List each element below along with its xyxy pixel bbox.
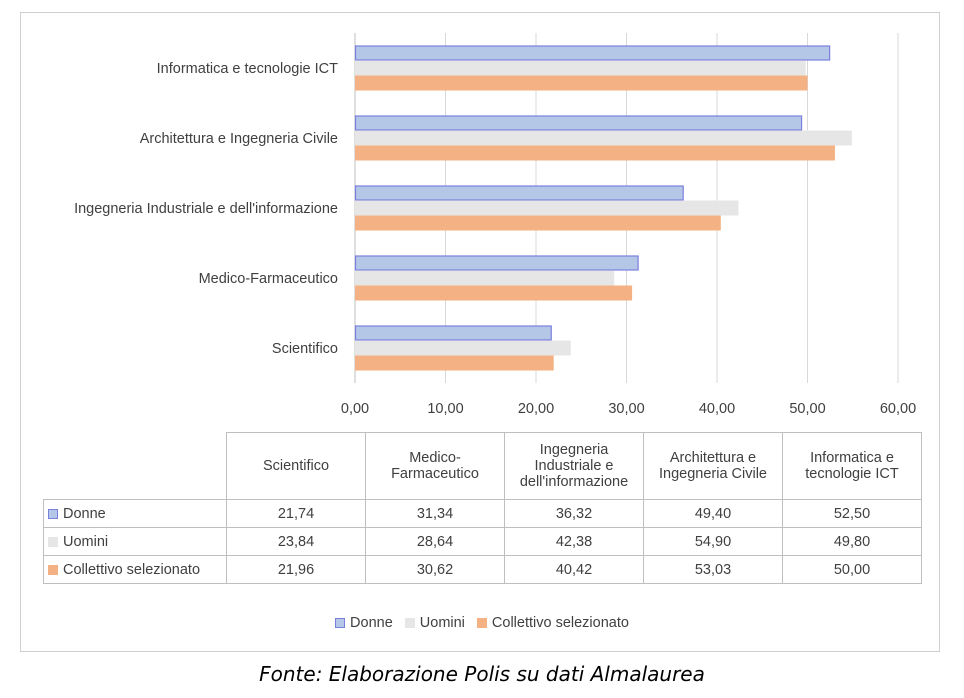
source-caption: Fonte: Elaborazione Polis su dati Almala… xyxy=(259,662,705,686)
legend-swatch xyxy=(335,618,346,628)
bar-collettivo-selezionato xyxy=(355,355,554,371)
bar-uomini xyxy=(355,270,615,286)
table-cell: 21,74 xyxy=(226,499,366,528)
series-swatch xyxy=(48,536,58,547)
bar-uomini xyxy=(355,340,571,356)
bars xyxy=(354,45,852,371)
legend-item: Donne xyxy=(335,615,393,631)
legend-swatch xyxy=(404,618,415,628)
table-header-row: Scientifico Medico- Farmaceutico Ingegneri… xyxy=(43,432,922,500)
table-row: Donne 21,74 31,34 36,32 49,40 52,50 xyxy=(43,499,922,528)
table-cell: 40,42 xyxy=(504,555,644,584)
bar-donne xyxy=(354,45,831,61)
table-cell: 42,38 xyxy=(504,527,644,556)
series-swatch xyxy=(48,564,58,575)
bar-uomini xyxy=(355,130,852,146)
table-cell: 21,96 xyxy=(226,555,366,584)
table-series-label: Collettivo selezionato xyxy=(43,555,227,584)
table-column-header: Medico- Farmaceutico xyxy=(365,432,505,500)
table-series-label: Donne xyxy=(43,499,227,528)
table-cell: 36,32 xyxy=(504,499,644,528)
bar-collettivo-selezionato xyxy=(355,145,835,161)
legend-item: Uomini xyxy=(404,615,465,631)
table-series-label: Uomini xyxy=(43,527,227,556)
x-tick-label: 30,00 xyxy=(608,401,644,417)
category-label: Medico-Farmaceutico xyxy=(199,271,338,287)
bar-donne xyxy=(354,185,684,201)
table-column-header: Informatica e tecnologie ICT xyxy=(782,432,922,500)
series-name: Donne xyxy=(63,505,106,522)
table-row: Collettivo selezionato 21,96 30,62 40,42 53,… xyxy=(43,555,922,584)
table-column-header: Ingegneria Industriale e dell'informazio… xyxy=(504,432,644,500)
table-cell: 50,00 xyxy=(782,555,922,584)
table-cell: 28,64 xyxy=(365,527,505,556)
legend-swatch xyxy=(476,618,487,628)
gridlines xyxy=(354,33,899,383)
legend: Donne Uomini Collettivo selezionato xyxy=(0,615,964,631)
category-label: Scientifico xyxy=(272,341,338,357)
table-body: Donne 21,74 31,34 36,32 49,40 52,50 Uomini 23,8… xyxy=(43,499,922,584)
x-tick-label: 10,00 xyxy=(427,401,463,417)
bar-donne xyxy=(354,115,803,131)
table-column-header: Scientifico xyxy=(226,432,366,500)
x-tick-label: 60,00 xyxy=(880,401,916,417)
bar-collettivo-selezionato xyxy=(355,215,721,231)
table-cell: 53,03 xyxy=(643,555,783,584)
legend-item: Collettivo selezionato xyxy=(476,615,629,631)
table-cell: 49,80 xyxy=(782,527,922,556)
x-tick-labels: 0,00 10,00 20,00 30,00 40,00 50,00 60,00 xyxy=(341,401,916,417)
bar-uomini xyxy=(355,60,806,76)
table-row: Uomini 23,84 28,64 42,38 54,90 49,80 xyxy=(43,527,922,556)
table-cell: 49,40 xyxy=(643,499,783,528)
series-name: Uomini xyxy=(63,533,109,550)
table-cell: 30,62 xyxy=(365,555,505,584)
bar-uomini xyxy=(355,200,739,216)
category-label: Ingegneria Industriale e dell'informazio… xyxy=(74,201,338,217)
x-tick-label: 50,00 xyxy=(789,401,825,417)
series-swatch xyxy=(48,508,58,519)
category-label: Architettura e Ingegneria Civile xyxy=(140,131,338,147)
bar-donne xyxy=(354,255,639,271)
bar-collettivo-selezionato xyxy=(355,285,633,301)
table-column-header: Architettura e Ingegneria Civile xyxy=(643,432,783,500)
x-tick-label: 0,00 xyxy=(341,401,369,417)
category-label: Informatica e tecnologie ICT xyxy=(157,61,338,77)
chart-frame xyxy=(20,12,940,652)
bar-donne xyxy=(354,325,552,341)
legend-label: Uomini xyxy=(419,615,465,631)
legend-label: Collettivo selezionato xyxy=(491,615,629,631)
table-cell: 52,50 xyxy=(782,499,922,528)
table-cell: 54,90 xyxy=(643,527,783,556)
bar-chart: Scientifico Medico-Farmaceutico Ingegneria… xyxy=(74,33,916,417)
table-corner xyxy=(43,432,227,500)
category-labels: Scientifico Medico-Farmaceutico Ingegneria… xyxy=(74,61,338,357)
legend-label: Donne xyxy=(350,615,393,631)
table-cell: 23,84 xyxy=(226,527,366,556)
bar-collettivo-selezionato xyxy=(355,75,808,91)
series-name: Collettivo selezionato xyxy=(63,561,201,578)
table-cell: 31,34 xyxy=(365,499,505,528)
x-tick-label: 40,00 xyxy=(699,401,735,417)
x-tick-label: 20,00 xyxy=(518,401,554,417)
data-table: Scientifico Medico- Farmaceutico Ingegneri… xyxy=(43,432,922,584)
